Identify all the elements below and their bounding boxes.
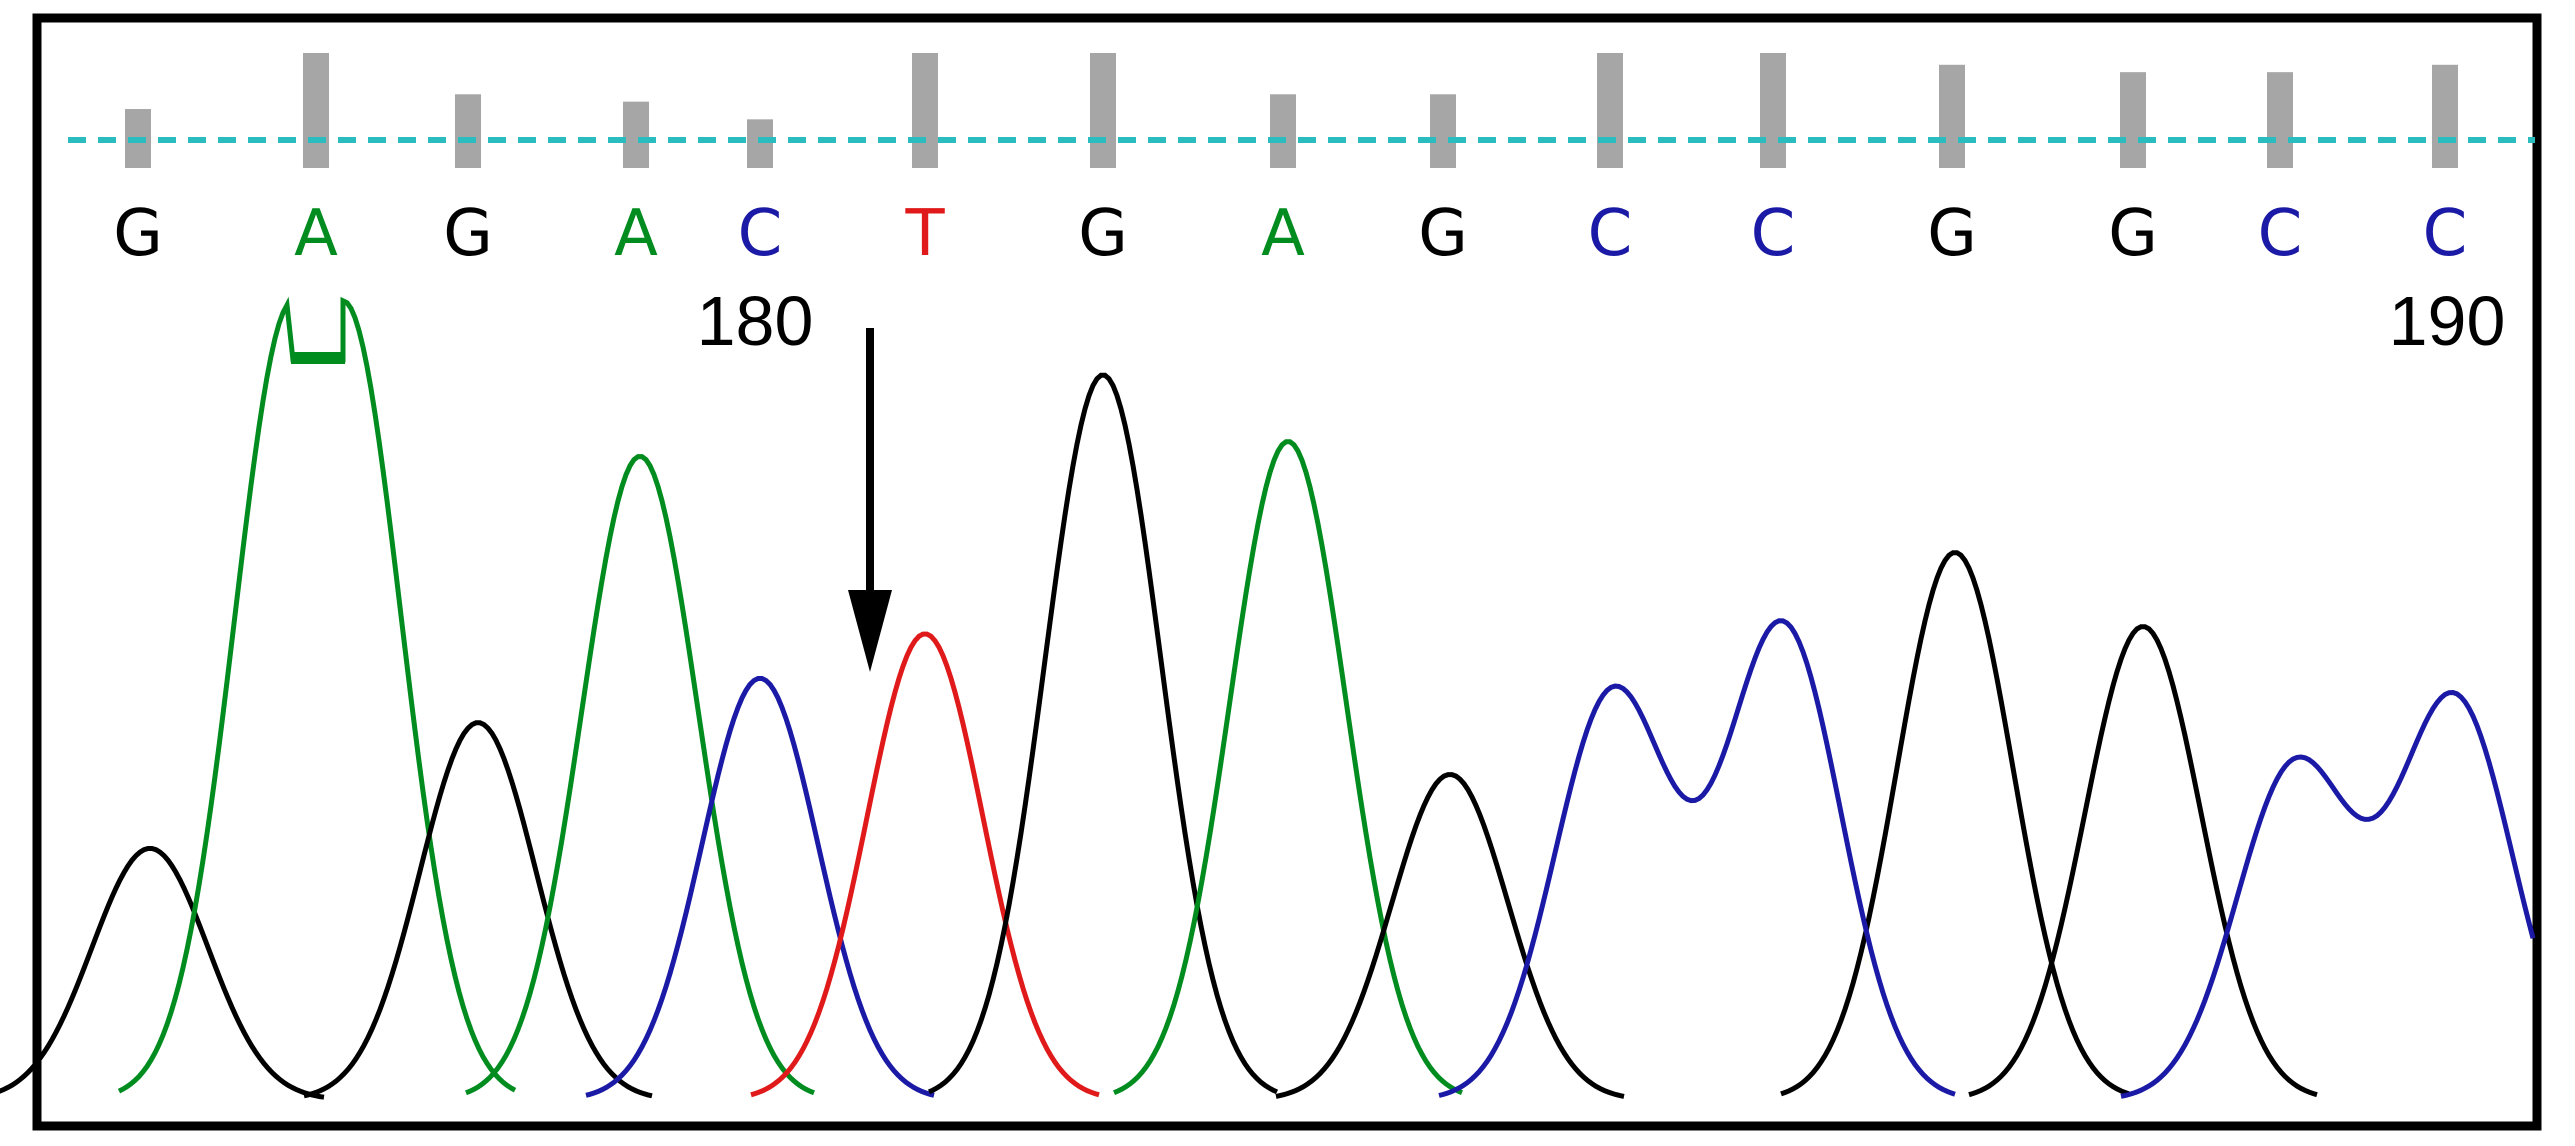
mutation-arrow-head xyxy=(848,590,892,672)
trace-peak-G xyxy=(1780,550,2130,1097)
base-call-G: G xyxy=(443,197,493,271)
quality-bar xyxy=(1430,94,1456,168)
trace-peak-C xyxy=(1438,618,1956,1098)
quality-bar xyxy=(1090,53,1116,168)
trace-peak-G xyxy=(1275,772,1625,1099)
base-call-A: A xyxy=(614,197,658,271)
quality-bars xyxy=(125,53,2458,168)
trace-peak-G xyxy=(0,846,325,1100)
trace-peak-A xyxy=(465,454,815,1096)
base-call-C: C xyxy=(2258,197,2303,271)
base-call-C: C xyxy=(1751,197,1796,271)
trace-peak-A xyxy=(1113,439,1463,1096)
quality-bar xyxy=(2432,64,2458,168)
quality-bar xyxy=(2120,72,2146,168)
trace-curves xyxy=(0,296,2536,1100)
base-call-G: G xyxy=(2108,197,2158,271)
trace-peak-A xyxy=(117,296,517,1094)
base-call-G: G xyxy=(1418,197,1468,271)
trace-peak-G xyxy=(303,720,653,1099)
quality-bar xyxy=(1939,64,1965,168)
base-call-G: G xyxy=(113,197,163,271)
quality-bar xyxy=(303,53,329,168)
base-call-C: C xyxy=(738,197,783,271)
mutation-arrow xyxy=(848,328,892,672)
base-call-G: G xyxy=(1078,197,1128,271)
quality-bar xyxy=(1597,53,1623,168)
trace-peak-C xyxy=(2120,689,2536,1099)
base-call-G: G xyxy=(1927,197,1977,271)
base-call-C: C xyxy=(1588,197,1633,271)
quality-bar xyxy=(2267,72,2293,168)
chart-frame xyxy=(32,13,2542,1131)
base-call-C: C xyxy=(2423,197,2468,271)
trace-peak-G xyxy=(1968,624,2318,1098)
base-call-T: T xyxy=(904,197,945,271)
quality-bar xyxy=(1760,53,1786,168)
trace-peak-G xyxy=(927,372,1279,1095)
quality-bar xyxy=(1270,94,1296,168)
quality-bar xyxy=(623,101,649,168)
base-call-A: A xyxy=(294,197,338,271)
position-label: 180 xyxy=(697,282,814,360)
trace-peak-T xyxy=(750,631,1100,1098)
position-labels: 180 190 xyxy=(697,282,2506,360)
quality-bar xyxy=(455,94,481,168)
trace-peak-C xyxy=(585,676,935,1098)
base-call-A: A xyxy=(1261,197,1305,271)
quality-bar xyxy=(747,119,773,168)
quality-bar xyxy=(912,53,938,168)
position-label: 190 xyxy=(2389,282,2506,360)
